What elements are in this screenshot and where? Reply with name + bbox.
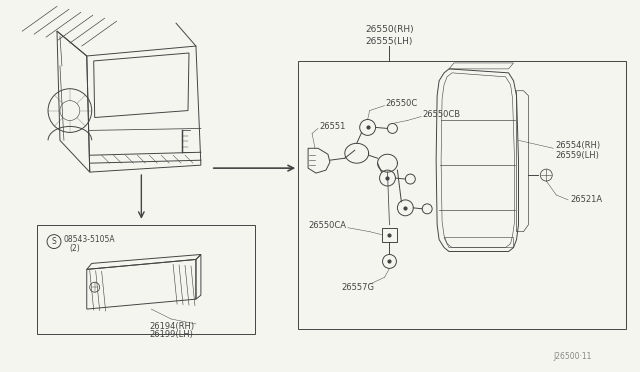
Text: 26550CA: 26550CA bbox=[308, 221, 346, 230]
Text: 08543-5105A: 08543-5105A bbox=[64, 235, 116, 244]
Text: J26500·11: J26500·11 bbox=[553, 352, 591, 361]
Text: 26555(LH): 26555(LH) bbox=[366, 36, 413, 46]
Text: 26557G: 26557G bbox=[342, 283, 375, 292]
Text: 26194(RH): 26194(RH) bbox=[149, 323, 195, 331]
Text: 26559(LH): 26559(LH) bbox=[556, 151, 599, 160]
Text: (2): (2) bbox=[69, 244, 79, 253]
Text: 26554(RH): 26554(RH) bbox=[556, 141, 600, 150]
Text: 26550C: 26550C bbox=[385, 99, 418, 108]
Text: 26521A: 26521A bbox=[570, 195, 602, 204]
Text: 26551: 26551 bbox=[319, 122, 346, 131]
Text: 26199(LH): 26199(LH) bbox=[149, 330, 193, 339]
Text: 26550CB: 26550CB bbox=[422, 110, 460, 119]
Text: 26550(RH): 26550(RH) bbox=[365, 25, 414, 34]
Text: S: S bbox=[52, 237, 56, 246]
